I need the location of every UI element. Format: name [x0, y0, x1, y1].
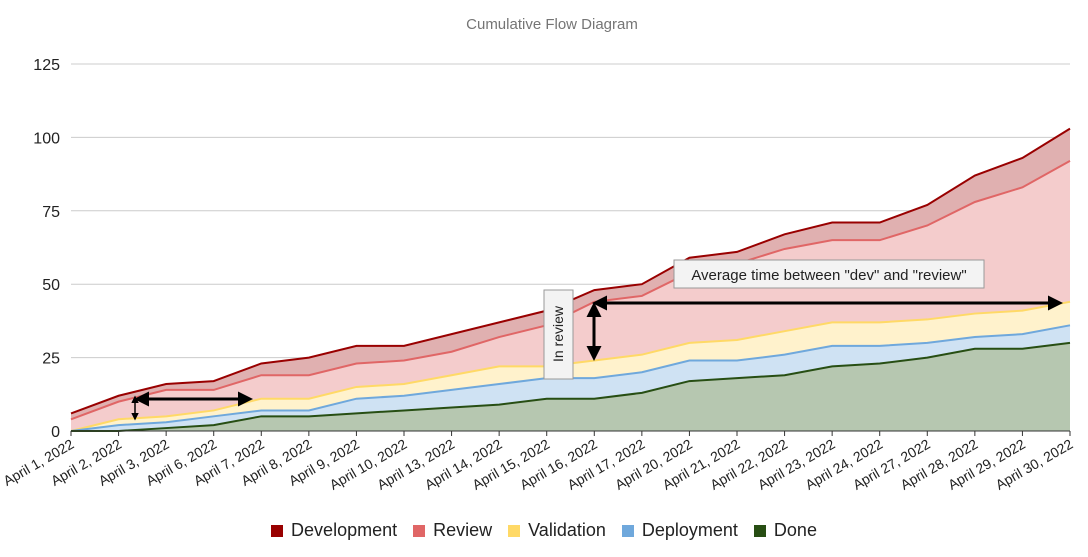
area-done [71, 342, 1070, 431]
legend-swatch [753, 524, 766, 537]
line-done [71, 341, 1071, 432]
in-review-label: In review [550, 305, 566, 362]
y-tick-label: 0 [51, 424, 60, 441]
chart-title: Cumulative Flow Diagram [466, 16, 638, 33]
y-tick-label: 125 [33, 57, 60, 74]
legend-item-validation: Validation [508, 520, 606, 541]
legend-swatch [621, 524, 634, 537]
legend-label: Review [433, 520, 493, 540]
legend-swatch [413, 524, 426, 537]
legend-label: Done [773, 520, 817, 540]
legend-item-deployment: Deployment [621, 520, 738, 541]
in-review-label-box [543, 289, 574, 380]
avg-time-label: Average time between "dev" and "review" [691, 267, 966, 284]
y-tick-label: 50 [42, 277, 60, 294]
legend-label: Validation [528, 520, 606, 540]
legend-swatch [508, 524, 521, 537]
y-tick-label: 25 [42, 351, 60, 368]
y-tick-label: 100 [33, 130, 60, 147]
legend-item-development: Development [271, 520, 397, 541]
y-tick-label: 75 [42, 204, 60, 221]
legend-item-done: Done [753, 520, 817, 541]
legend-item-review: Review [413, 520, 492, 541]
chart-legend: Development Review Validation Deployment Don… [0, 520, 1088, 541]
legend-label: Development [291, 520, 398, 540]
annotations: Average time between "dev" and "review" … [131, 259, 1063, 421]
avg-time-label-box [673, 259, 985, 289]
legend-swatch [271, 524, 284, 537]
legend-label: Deployment [641, 520, 738, 540]
